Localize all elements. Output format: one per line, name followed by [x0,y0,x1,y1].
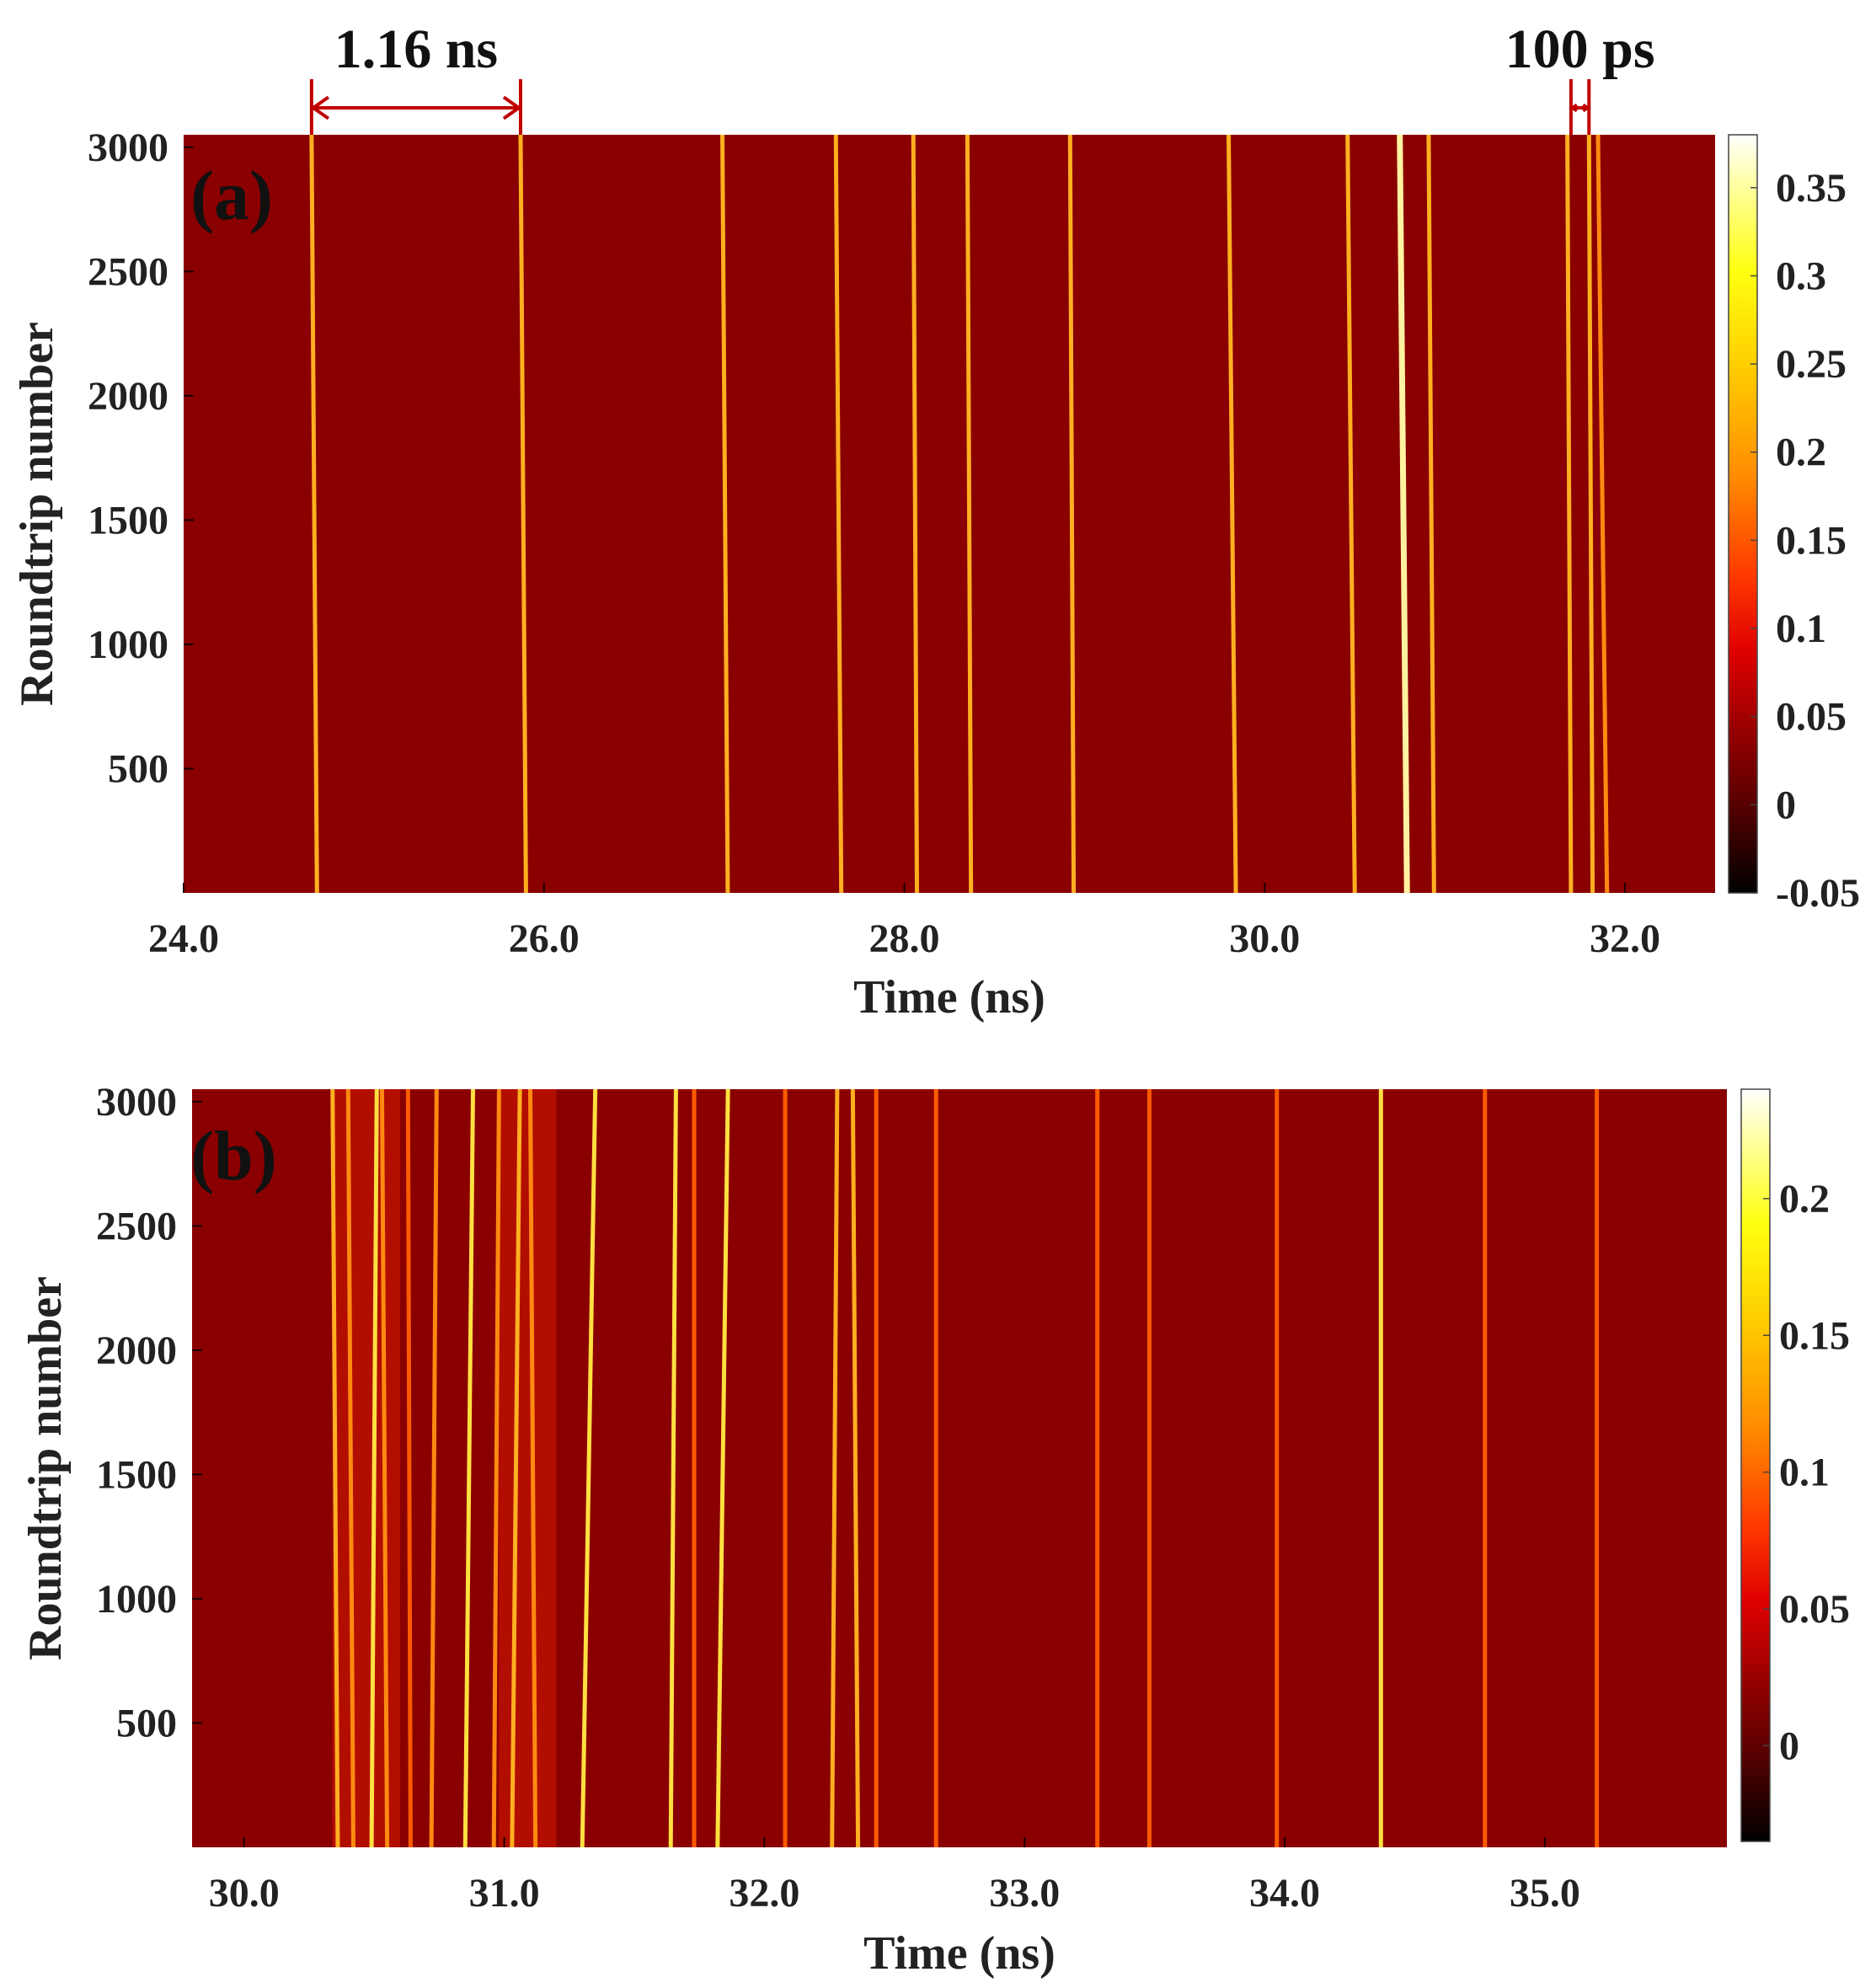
colorbar-tick-label: 0.15 [1779,1313,1850,1358]
soliton-trace [833,134,844,894]
x-tick-label: 32.0 [729,1871,799,1916]
panel-a: (a) 500 1000 1500 2000 2500 3000 24.0 26.0 28.0… [11,19,1860,1023]
colorbar-tick-label: 0.2 [1779,1177,1830,1221]
colorbar-b-ticks: 0 0.05 0.1 0.15 0.2 [1763,1177,1850,1768]
y-tick-label: 2000 [88,374,168,419]
x-tick-label: 28.0 [869,917,940,961]
heatmap-a-background [184,135,1715,893]
soliton-trace [369,1088,379,1848]
soliton-trace [405,1088,413,1848]
soliton-trace [911,134,920,894]
heatmap-b-traces [330,1088,1600,1848]
panel-label-a: (a) [190,157,273,235]
y-tick-label: 3000 [88,126,168,170]
soliton-trace [668,1088,678,1848]
colorbar-tick-label: 0 [1776,783,1796,827]
y-tick-label: 1000 [96,1577,177,1622]
soliton-trace [345,1088,355,1848]
y-axis-b: 500 1000 1500 2000 2500 3000 [96,1080,202,1745]
soliton-trace [1067,134,1077,894]
heatmap-b-background [192,1089,1727,1847]
x-tick-label: 35.0 [1510,1871,1580,1916]
colorbar-tick-label: 0.25 [1776,342,1847,387]
annotations-a: 1.16 ns 100 ps [309,19,1655,135]
soliton-trace [1345,134,1357,894]
x-tick-label: 31.0 [469,1871,540,1916]
x-axis-b: 30.0 31.0 32.0 33.0 34.0 35.0 [209,1837,1580,1916]
soliton-trace [1426,134,1436,894]
soliton-trace [1565,134,1574,894]
soliton-trace [715,1088,730,1848]
annotation-arrowhead-left [1569,103,1579,113]
x-tick-label: 32.0 [1590,917,1660,961]
panel-label-b: (b) [190,1117,277,1195]
x-tick-label: 30.0 [209,1871,280,1916]
soliton-trace [330,1088,340,1848]
colorbar-a [1728,134,1758,894]
colorbar-tick-label: 0.1 [1776,607,1826,651]
colorbar-tick-label: 0.3 [1776,254,1826,298]
y-tick-label: 1500 [96,1452,177,1497]
y-tick-label: 2500 [96,1204,177,1248]
y-tick-label: 500 [108,746,168,791]
soliton-trace [850,1088,861,1848]
colorbar-tick-label: 0.05 [1776,695,1847,740]
annotation-label: 1.16 ns [334,19,498,80]
heatmap-band [499,1089,557,1847]
soliton-trace [429,1088,439,1848]
soliton-trace [1595,134,1610,894]
x-tick-label: 33.0 [989,1871,1060,1916]
annotation-arrowhead-left [310,95,330,120]
annotation-label: 100 ps [1505,19,1655,80]
x-tick-label: 24.0 [148,917,219,961]
soliton-trace [1586,134,1595,894]
heatmap-band [332,1089,401,1847]
y-tick-label: 1500 [88,498,168,542]
x-tick-label: 34.0 [1249,1871,1320,1916]
annotation-arrowhead-right [1582,103,1590,113]
y-tick-label: 2500 [88,249,168,294]
x-axis-title-a: Time (ns) [853,971,1045,1023]
colorbar-tick-label: 0.05 [1779,1587,1850,1632]
y-axis-title-a: Roundtrip number [11,322,63,706]
y-tick-label: 2000 [96,1328,177,1373]
soliton-trace [1397,134,1410,894]
x-axis-a: 24.0 26.0 28.0 30.0 32.0 [148,883,1660,961]
soliton-trace [1227,134,1238,894]
soliton-trace [491,1088,501,1848]
panel-b: (b) 500 1000 1500 2000 2500 3000 30.0 31.0 32.0… [19,1080,1850,1980]
colorbar-b [1740,1088,1771,1842]
colorbar-tick-label: 0.2 [1776,430,1826,475]
colorbar-tick-label: 0.1 [1779,1451,1830,1495]
annotation-arrowhead-right [502,95,522,120]
soliton-trace [965,134,974,894]
x-axis-title-b: Time (ns) [863,1927,1056,1980]
soliton-trace [580,1088,598,1848]
y-tick-label: 3000 [96,1080,177,1125]
soliton-trace [518,134,528,894]
colorbar-tick-label: 0.35 [1776,166,1847,211]
x-tick-label: 26.0 [509,917,580,961]
soliton-trace [510,1088,522,1848]
y-tick-label: 500 [116,1701,177,1745]
colorbar-a-ticks: -0.05 0 0.05 0.1 0.15 0.2 0.25 0.3 0.35 [1750,166,1860,916]
soliton-trace [309,134,319,894]
colorbar-tick-label: 0 [1779,1723,1799,1768]
soliton-trace [462,1088,476,1848]
x-tick-label: 30.0 [1229,917,1300,961]
heatmap-a-traces [309,134,1610,894]
y-tick-label: 1000 [88,623,168,667]
heatmap-b-bands [332,1089,557,1847]
soliton-trace [379,1088,390,1848]
y-axis-a: 500 1000 1500 2000 2500 3000 [88,126,194,791]
y-axis-title-b: Roundtrip number [19,1276,72,1660]
colorbar-tick-label: -0.05 [1776,871,1860,916]
colorbar-tick-label: 0.15 [1776,518,1847,563]
soliton-trace [720,134,730,894]
soliton-trace [527,1088,538,1848]
soliton-trace [830,1088,840,1848]
